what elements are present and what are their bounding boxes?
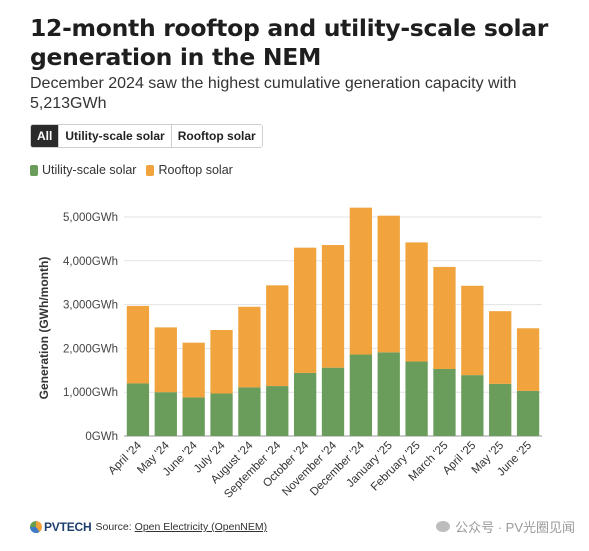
bar-rooftop [349, 207, 373, 355]
bar-utility-scale [266, 386, 289, 436]
bar-utility-scale [293, 372, 317, 436]
bar-utility-scale [461, 375, 484, 436]
legend-label-rooftop: Rooftop solar [158, 163, 233, 177]
bar-rooftop [377, 215, 400, 353]
bar-rooftop [182, 342, 205, 398]
wechat-icon [436, 521, 451, 532]
legend-swatch-utility [30, 164, 38, 176]
bar-utility-scale [349, 354, 373, 436]
bar-utility-scale [126, 383, 150, 436]
tab-rooftop-solar[interactable]: Rooftop solar [170, 125, 262, 147]
y-tick-label: 3,000GWh [63, 300, 118, 312]
source-link[interactable]: Open Electricity (OpenNEM) [134, 521, 268, 533]
y-tick-label: 1,000GWh [63, 387, 118, 399]
bar-rooftop [433, 266, 456, 369]
y-axis-title: Generation (GWh/month) [37, 257, 51, 400]
footer: PVTECH Source: Open Electricity (OpenNEM… [30, 520, 267, 534]
bar-utility-scale [377, 352, 400, 436]
series-filter-tabs: All Utility-scale solar Rooftop solar [30, 124, 263, 148]
bar-utility-scale [154, 392, 177, 436]
source-label: Source: [95, 521, 132, 533]
bar-rooftop [238, 306, 261, 388]
legend-swatch-rooftop [146, 164, 155, 176]
bar-rooftop [489, 311, 512, 384]
bar-rooftop [210, 330, 233, 394]
legend-item-rooftop: Rooftop solar [146, 163, 233, 177]
bar-utility-scale [433, 368, 456, 436]
bar-utility-scale [182, 397, 205, 436]
y-tick-label: 2,000GWh [63, 343, 118, 355]
bar-rooftop [154, 327, 177, 393]
y-tick-label: 5,000GWh [63, 212, 118, 224]
watermark-text: 公众号 · PV光圈见闻 [455, 520, 575, 535]
tab-all[interactable]: All [31, 125, 59, 147]
bar-rooftop [293, 247, 317, 373]
bar-rooftop [516, 328, 540, 391]
legend-item-utility: Utility-scale solar [30, 163, 136, 177]
chart-title: 12-month rooftop and utility-scale solar… [30, 14, 549, 71]
legend-label-utility: Utility-scale solar [42, 163, 137, 177]
bar-utility-scale [405, 361, 428, 436]
bar-rooftop [405, 242, 428, 362]
bar-utility-scale [516, 390, 540, 436]
chart-subtitle: December 2024 saw the highest cumulative… [30, 75, 517, 112]
chart-legend: Utility-scale solar Rooftop solar [30, 163, 243, 177]
bar-utility-scale [210, 393, 233, 436]
pvtech-logo-icon [30, 521, 42, 533]
pvtech-logo-text: PVTECH [44, 520, 92, 534]
pvtech-logo: PVTECH [30, 520, 92, 534]
tab-utility-scale-solar[interactable]: Utility-scale solar [58, 125, 171, 147]
bar-utility-scale [321, 367, 345, 436]
bar-rooftop [461, 285, 484, 376]
y-tick-label: 0GWh [85, 431, 118, 443]
bar-rooftop [126, 305, 150, 384]
watermark: 公众号 · PV光圈见闻 [436, 517, 575, 536]
bar-utility-scale [238, 387, 261, 436]
bar-rooftop [266, 285, 289, 387]
bar-utility-scale [489, 383, 512, 436]
bar-rooftop [321, 245, 345, 368]
y-tick-label: 4,000GWh [63, 256, 118, 268]
